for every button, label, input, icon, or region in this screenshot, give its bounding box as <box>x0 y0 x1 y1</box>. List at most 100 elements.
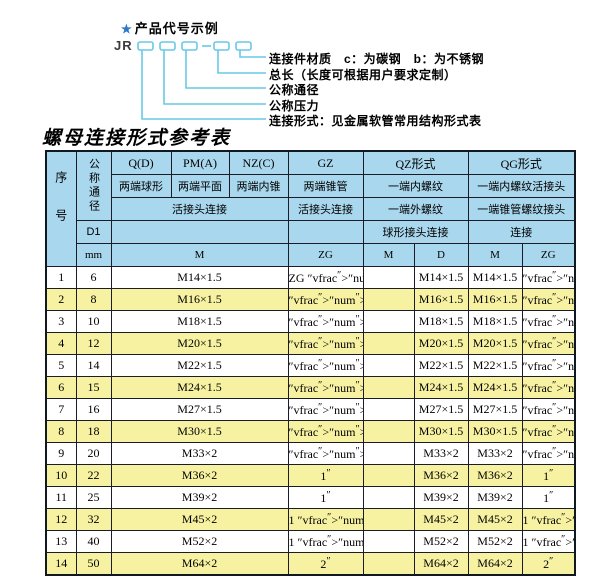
table-row: 28M16×1.5″vfrac″>″num″>3″den″>8″M16×1.5M… <box>45 288 576 311</box>
cell-dn: 15 <box>75 376 112 399</box>
header-group-qz: QZ形式 <box>362 150 469 175</box>
cell-qz_d: M14×1.5 <box>413 266 469 289</box>
cell-no: 13 <box>45 530 77 553</box>
label-connection-form: 连接形式：见金属软管常用结构形式表 <box>269 114 482 128</box>
cell-dn: 22 <box>75 464 112 487</box>
cell-qz_m <box>362 310 415 333</box>
cell-qz_d: M36×2 <box>413 464 469 487</box>
cell-zg: 1″ <box>287 486 364 509</box>
code-box-1 <box>137 41 154 51</box>
cell-qz_m <box>362 332 415 355</box>
cell-zg: 1 ″vfrac″>″num″>1″den″>4″ <box>287 508 364 531</box>
cell-qz_d: M18×1.5 <box>413 310 469 333</box>
header-qz-desc: 一端内螺纹 <box>362 174 469 198</box>
cell-m: M33×2 <box>110 442 289 465</box>
cell-zg: ZG ″vfrac″>″num″>1″den″>4″ <box>287 266 364 289</box>
cell-m: M16×1.5 <box>110 288 289 311</box>
header-group-nzc: NZ(C) <box>228 150 289 175</box>
cell-zg: ″vfrac″>″num″>3″den″>4″ <box>287 442 364 465</box>
cell-qg_zg: 1 ″vfrac″>″num″>1″den″>2″ <box>521 530 576 553</box>
unit-zg-qg: ZG <box>521 243 576 267</box>
header-qg-connect: 连接 <box>467 220 576 244</box>
cell-qz_m <box>362 530 415 553</box>
cell-dn: 32 <box>75 508 112 531</box>
cell-no: 4 <box>45 332 77 355</box>
header-empty-qgroup <box>110 220 289 244</box>
cell-m: M39×2 <box>110 486 289 509</box>
code-diagram-lines <box>137 41 266 120</box>
cell-m: M30×1.5 <box>110 420 289 443</box>
cell-qz_d: M39×2 <box>413 486 469 509</box>
header-gz-desc: 两端锥管 <box>287 174 364 198</box>
cell-dn: 50 <box>75 552 112 576</box>
cell-no: 8 <box>45 420 77 443</box>
code-box-5 <box>235 41 252 51</box>
cell-zg: ″vfrac″>″num″>3″den″>8″ <box>287 288 364 311</box>
table-row: 11 25 M39×2 1″ M39×2 M39×2 1″ <box>45 486 576 509</box>
leader-line-diameter <box>185 50 266 89</box>
cell-qg_zg: ″vfrac″>″num″>1″den″>2″ <box>521 354 576 377</box>
cell-qg_m: M39×2 <box>467 486 523 509</box>
cell-qz_d: M27×1.5 <box>413 398 469 421</box>
cell-qz_m <box>362 464 415 487</box>
table-row: 310M18×1.5″vfrac″>″num″>3″den″>8″M18×1.5… <box>45 310 576 333</box>
cell-m: M18×1.5 <box>110 310 289 333</box>
unit-m-qg: M <box>467 243 523 267</box>
cell-qg_zg: ″vfrac″>″num″>3″den″>8″ <box>521 310 576 333</box>
cell-qz_d: M22×1.5 <box>413 354 469 377</box>
header-qd-desc: 两端球形 <box>110 174 172 198</box>
cell-qg_m: M33×2 <box>467 442 523 465</box>
cell-no: 7 <box>45 398 77 421</box>
cell-qz_m <box>362 376 415 399</box>
cell-m: M14×1.5 <box>110 266 289 289</box>
cell-qg_m: M14×1.5 <box>467 266 523 289</box>
cell-m: M22×1.5 <box>110 354 289 377</box>
cell-qg_m: M45×2 <box>467 508 523 531</box>
cell-zg: ″vfrac″>″num″>3″den″>4″ <box>287 420 364 443</box>
header-qg-thread: 一端锥管螺纹接头 <box>467 197 576 221</box>
leader-line-material <box>239 50 266 58</box>
cell-no: 5 <box>45 354 77 377</box>
cell-qz_m <box>362 442 415 465</box>
leader-line-connection <box>141 50 266 120</box>
header-empty-gz <box>287 220 364 244</box>
cell-qz_d: M20×1.5 <box>413 332 469 355</box>
unit-m-qz: M <box>362 243 415 267</box>
cell-no: 11 <box>45 486 77 509</box>
cell-zg: ″vfrac″>″num″>1″den″>2″ <box>287 398 364 421</box>
cell-qg_m: M24×1.5 <box>467 376 523 399</box>
leader-line-pressure <box>163 50 266 105</box>
cell-qz_m <box>362 552 415 576</box>
label-total-length: 总长（长度可根据用户要求定制） <box>269 68 457 82</box>
cell-qg_zg: 2″ <box>521 552 576 576</box>
header-nzc-desc: 两端内锥 <box>228 174 289 198</box>
code-box-2 <box>159 41 176 51</box>
cell-qg_m: M30×1.5 <box>467 420 523 443</box>
cell-qz_d: M52×2 <box>413 530 469 553</box>
unit-d-qz: D <box>413 243 469 267</box>
label-nominal-pressure: 公称压力 <box>269 99 320 113</box>
diagram-title: ★ 产品代号示例 <box>121 18 219 37</box>
leader-line-length <box>217 50 266 74</box>
table-row: 615M24×1.5″vfrac″>″num″>1″den″>2″M24×1.5… <box>45 376 576 399</box>
cell-no: 10 <box>45 464 77 487</box>
cell-qg_zg: ″vfrac″>″num″>1″den″>2″ <box>521 398 576 421</box>
cell-qg_m: M64×2 <box>467 552 523 576</box>
cell-dn: 12 <box>75 332 112 355</box>
header-serial: 序号 <box>45 150 77 267</box>
cell-qg_m: M18×1.5 <box>467 310 523 333</box>
unit-mm: mm <box>75 243 112 267</box>
cell-dn: 10 <box>75 310 112 333</box>
cell-no: 14 <box>45 552 77 576</box>
table-row: 412M20×1.5″vfrac″>″num″>1″den″>2″M20×1.5… <box>45 332 576 355</box>
cell-qg_zg: ″vfrac″>″num″>3″den″>8″ <box>521 288 576 311</box>
cell-qz_m <box>362 508 415 531</box>
cell-qz_m <box>362 398 415 421</box>
cell-qz_m <box>362 420 415 443</box>
table-row: 818M30×1.5″vfrac″>″num″>3″den″>4″M30×1.5… <box>45 420 576 443</box>
header-nominal-diameter: 公称通径 <box>75 150 112 221</box>
code-prefix: JR <box>114 38 133 53</box>
table-row: 514M22×1.5″vfrac″>″num″>1″den″>2″M22×1.5… <box>45 354 576 377</box>
cell-dn: 25 <box>75 486 112 509</box>
